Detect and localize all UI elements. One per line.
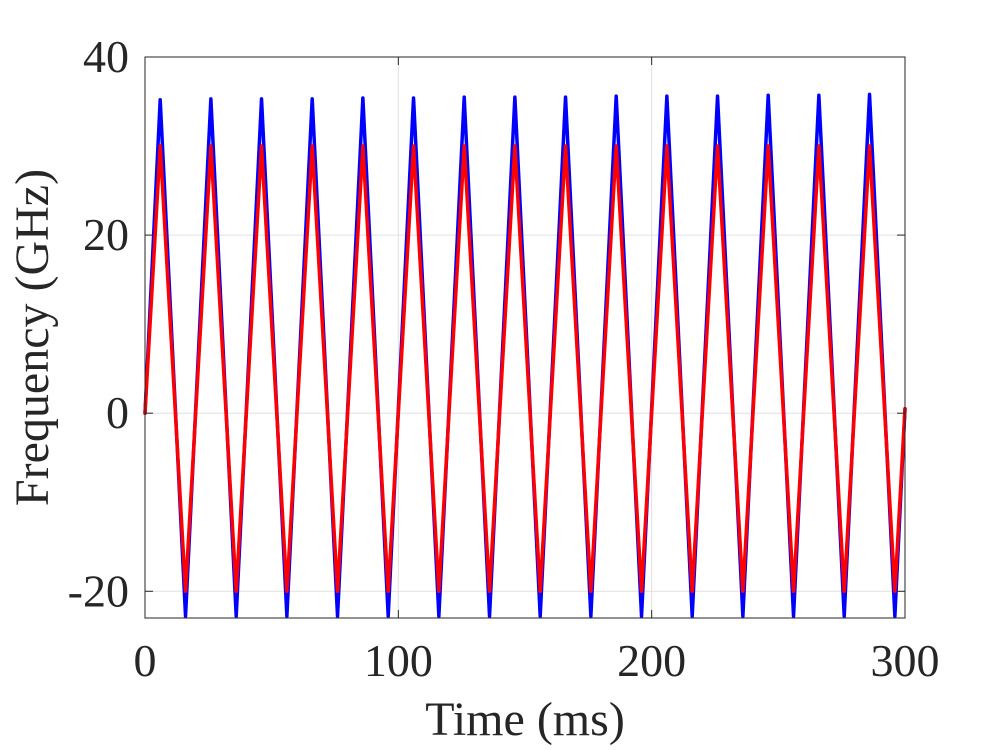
plot-area xyxy=(143,92,907,618)
x-axis-label: Time (ms) xyxy=(425,693,625,746)
y-tick-label: 20 xyxy=(83,209,129,260)
x-tick-label: 300 xyxy=(871,635,940,686)
series-line-2 xyxy=(143,144,907,594)
x-tick-label: 0 xyxy=(134,635,157,686)
y-tick-label: 0 xyxy=(106,387,129,438)
y-axis-label: Frequency (GHz) xyxy=(6,169,59,506)
axes-box xyxy=(144,56,906,619)
x-tick-label: 100 xyxy=(364,635,433,686)
y-tick-label: 40 xyxy=(83,31,129,82)
y-tick-label: -20 xyxy=(68,565,129,616)
x-tick-label: 200 xyxy=(617,635,686,686)
